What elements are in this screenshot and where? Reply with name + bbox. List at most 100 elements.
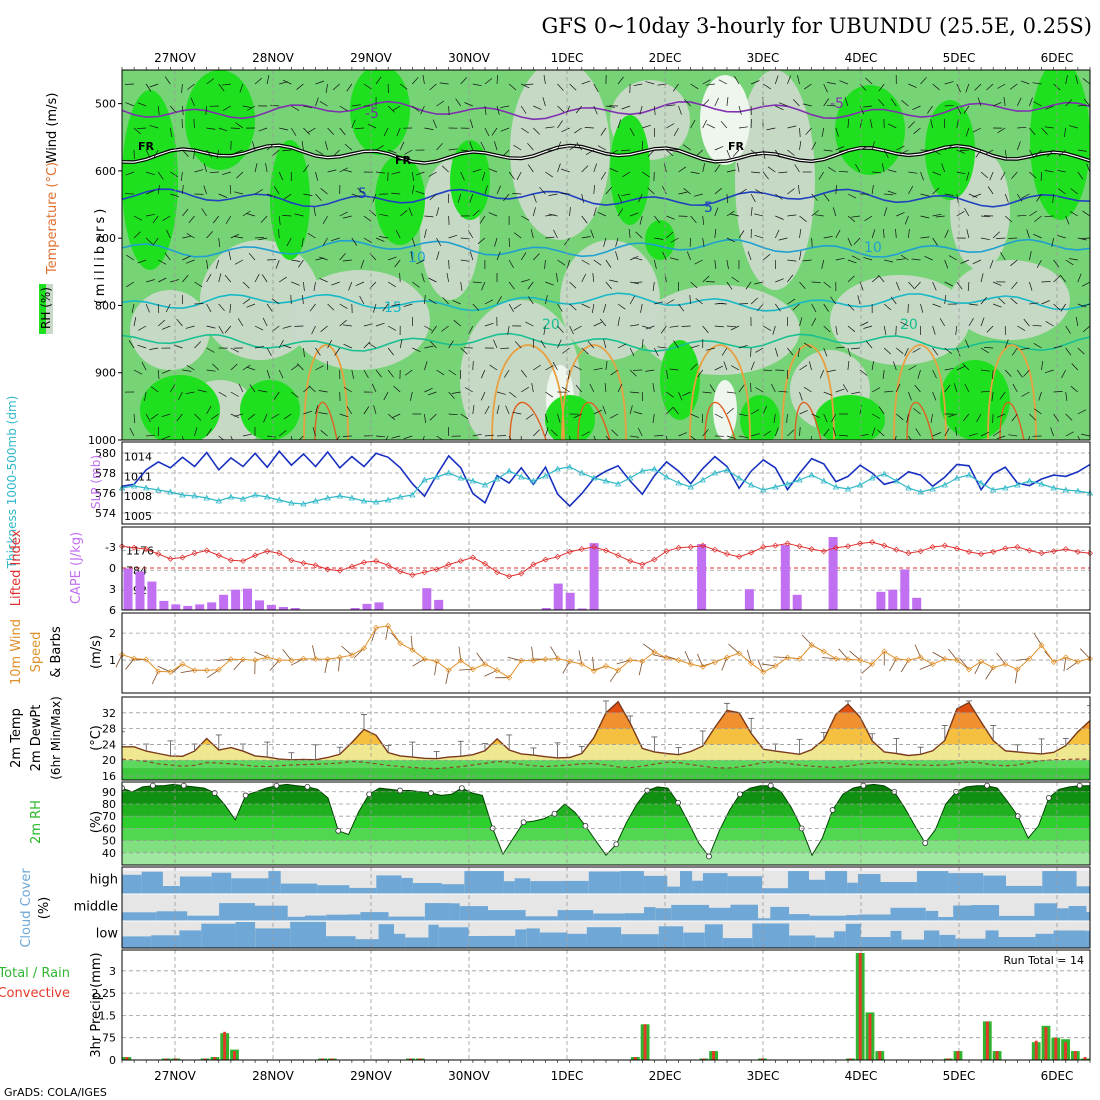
wind-barb xyxy=(303,410,313,415)
wind-barb xyxy=(157,105,160,115)
wind-barb xyxy=(254,273,260,283)
wind-barb xyxy=(930,413,933,423)
wind-point xyxy=(506,674,513,681)
wind-barb xyxy=(424,345,434,349)
wind-point xyxy=(651,649,658,655)
wind-barb xyxy=(647,187,655,195)
wind-barb xyxy=(932,391,937,401)
wind-barb xyxy=(992,102,1002,107)
cape-bar xyxy=(888,589,898,610)
wind-barb xyxy=(411,171,415,181)
wind-barb xyxy=(272,149,280,157)
wind-barb-10m xyxy=(269,659,280,671)
wind-barb xyxy=(944,347,952,354)
wind-point xyxy=(482,661,488,668)
wind-barb xyxy=(629,296,635,305)
wind-barb xyxy=(750,297,758,305)
wind-barb xyxy=(666,369,669,379)
wind-barb xyxy=(206,303,212,313)
cloud-block xyxy=(704,924,723,948)
wind-barb xyxy=(218,273,222,283)
wind-barb-10m xyxy=(996,652,1006,665)
wind-point xyxy=(845,656,851,663)
cloud-block xyxy=(983,875,1006,894)
thickness-point xyxy=(614,480,622,487)
wind-barb xyxy=(882,369,885,379)
wind-barb xyxy=(545,281,554,286)
wind-barb xyxy=(282,79,292,85)
wind-barb xyxy=(980,296,987,305)
wind-barb xyxy=(654,237,664,240)
wind-barb xyxy=(228,251,232,261)
wind-barb xyxy=(959,149,969,151)
rh-point xyxy=(1076,782,1083,789)
wind-barb xyxy=(469,141,474,151)
wind-barb xyxy=(387,105,395,113)
rh-point xyxy=(211,790,218,796)
cloud-block xyxy=(525,916,558,921)
wind-barb xyxy=(956,281,963,290)
wind-barb xyxy=(507,325,510,335)
wind-barb xyxy=(569,206,571,217)
wind-barb xyxy=(893,361,897,371)
thickness-point xyxy=(1002,484,1009,491)
wind-barb-10m xyxy=(562,661,571,674)
wind-barb xyxy=(387,325,397,331)
wind-barb xyxy=(689,294,691,305)
wind-barb xyxy=(574,127,582,134)
cloud-block xyxy=(845,915,859,921)
li-point xyxy=(953,545,960,552)
wind-barb xyxy=(303,105,313,109)
cloud-level-label: middle xyxy=(74,900,118,915)
wind-barb xyxy=(678,166,687,173)
wind-barb xyxy=(629,347,635,357)
cape-bar xyxy=(350,608,360,610)
wind-tick-label: 2 xyxy=(109,627,116,640)
wind-point xyxy=(929,661,936,668)
wind-barb xyxy=(726,435,736,439)
wind-point xyxy=(1014,666,1021,673)
wind-barb xyxy=(246,213,256,217)
wind-barb xyxy=(932,369,937,379)
wind-barb xyxy=(775,303,781,312)
wind-barb xyxy=(137,127,147,130)
wind-barb xyxy=(681,325,691,327)
wind-barb xyxy=(1089,347,1090,349)
wind-barb xyxy=(839,80,849,85)
wind-barb xyxy=(1004,339,1009,349)
wind-barb xyxy=(920,171,924,181)
wind-barb xyxy=(1053,345,1063,349)
wind-barb xyxy=(157,171,164,180)
wind-barb xyxy=(1011,281,1018,290)
cape-bar xyxy=(290,608,300,610)
wind-barb xyxy=(593,184,595,195)
cloud-block xyxy=(593,913,625,921)
wind-barb xyxy=(908,121,915,129)
wind-point xyxy=(155,668,162,675)
cloud-block xyxy=(162,886,180,894)
wind-barb xyxy=(750,347,752,358)
wind-barb xyxy=(609,413,619,419)
wind-barb xyxy=(1063,127,1067,137)
cloud-block xyxy=(999,915,1035,921)
wind-point xyxy=(215,666,222,673)
wind-barb xyxy=(339,252,346,261)
wind-barb xyxy=(448,413,458,416)
wind-barb xyxy=(206,127,216,130)
wind-barb xyxy=(1065,215,1070,225)
wind-barb xyxy=(599,318,607,327)
wind-barb xyxy=(286,237,292,247)
wind-barb xyxy=(762,253,771,261)
wind-barb xyxy=(315,347,321,356)
wind-barb xyxy=(1075,75,1079,85)
thickness-tick-label: 580 xyxy=(95,447,116,460)
li-point xyxy=(155,551,162,557)
wind-barb xyxy=(955,325,958,335)
wind-barb xyxy=(194,169,204,173)
wind-point xyxy=(857,657,864,664)
wind-barb xyxy=(1017,369,1023,378)
wind-barb xyxy=(524,83,534,86)
thickness-point xyxy=(264,493,271,500)
cloud-block xyxy=(1034,903,1058,921)
cloud-block xyxy=(235,922,256,948)
